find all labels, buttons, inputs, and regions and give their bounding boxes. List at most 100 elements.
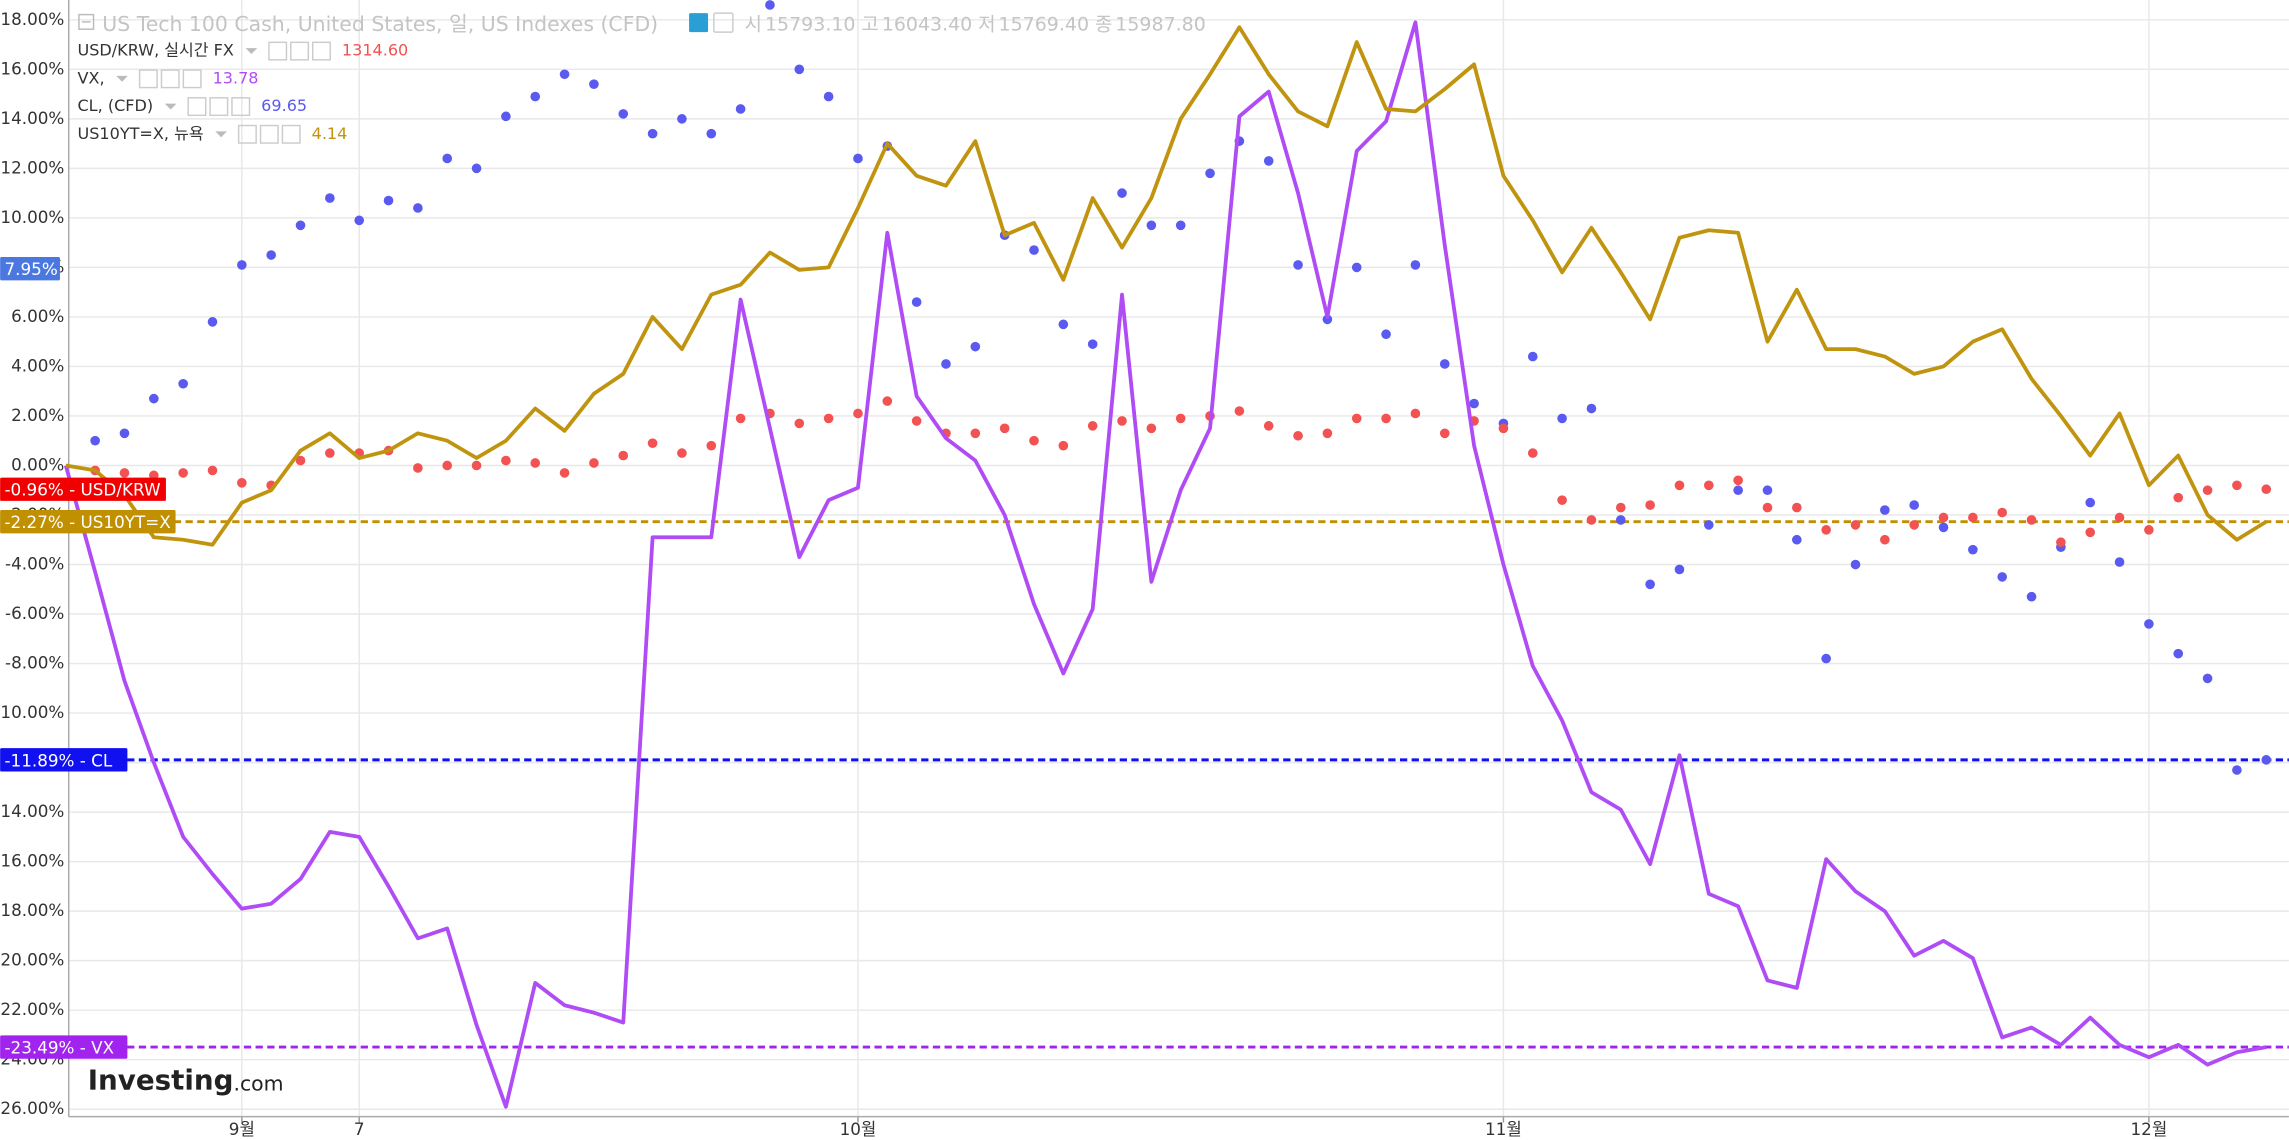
series-dot bbox=[589, 79, 599, 89]
series-dot bbox=[530, 91, 541, 102]
legend-label[interactable]: VX, bbox=[77, 68, 104, 87]
series-dot bbox=[1322, 428, 1333, 439]
series-dot bbox=[1880, 534, 1890, 545]
legend-button[interactable] bbox=[290, 41, 310, 61]
series-dot bbox=[706, 128, 717, 139]
series-dot bbox=[237, 260, 247, 270]
series-dot bbox=[1175, 220, 1186, 231]
series-line bbox=[65, 25, 2268, 547]
series-dot bbox=[911, 416, 922, 426]
legend-arrow bbox=[164, 103, 177, 110]
series-dot bbox=[1234, 406, 1245, 416]
series-dot bbox=[1762, 485, 1773, 496]
series-dot bbox=[1498, 423, 1509, 434]
series-dot bbox=[2114, 557, 2125, 567]
y-tick-label: -22.00% bbox=[0, 999, 64, 1019]
series-dot bbox=[325, 448, 335, 458]
series-dot bbox=[1263, 421, 1274, 431]
series-dot bbox=[1351, 262, 1362, 273]
legend-label[interactable]: USD/KRW, 실시간 FX bbox=[77, 41, 233, 60]
legend-value: 4.14 bbox=[312, 124, 348, 143]
legend-value: 69.65 bbox=[261, 96, 307, 115]
settings-icon[interactable] bbox=[713, 12, 734, 33]
legend-button[interactable] bbox=[259, 124, 279, 144]
series-dot bbox=[178, 378, 188, 389]
series-dot bbox=[1439, 428, 1450, 439]
series-dot bbox=[618, 109, 629, 119]
series-dot bbox=[2261, 755, 2272, 765]
legend-value: 1314.60 bbox=[342, 41, 408, 60]
series-dot bbox=[1909, 500, 1919, 510]
chart-title: US Tech 100 Cash, United States, 일, US I… bbox=[102, 12, 658, 36]
legend-button[interactable] bbox=[209, 97, 229, 117]
series-dot bbox=[970, 341, 981, 352]
axis-badge bbox=[0, 748, 128, 772]
legend-label[interactable]: CL, (CFD) bbox=[77, 96, 153, 115]
legend-button[interactable] bbox=[281, 124, 301, 144]
axis-badge-label: -11.89% - CL bbox=[5, 750, 113, 770]
series-dot bbox=[647, 438, 658, 449]
x-tick-label: 12월 bbox=[2131, 1119, 2168, 1139]
series-dot bbox=[1880, 505, 1890, 515]
series-dot bbox=[559, 69, 570, 80]
series-dot bbox=[1645, 579, 1655, 590]
legend-label[interactable]: US10YT=X, 뉴욕 bbox=[77, 124, 203, 143]
series-dot bbox=[1792, 502, 1802, 513]
series-dot bbox=[647, 128, 658, 139]
watermark: Investing bbox=[88, 1064, 234, 1097]
collapse-icon bbox=[78, 13, 95, 30]
y-tick-label: -16.00% bbox=[0, 851, 64, 871]
y-tick-label: 2.00% bbox=[11, 405, 64, 425]
series-dot bbox=[1997, 507, 2008, 518]
legend-button[interactable] bbox=[182, 69, 202, 89]
series-dot bbox=[1557, 495, 1567, 505]
series-dot bbox=[295, 220, 306, 231]
legend-button[interactable] bbox=[311, 41, 331, 61]
series-dot bbox=[501, 455, 511, 466]
series-dot bbox=[471, 460, 482, 471]
y-tick-label: 14.00% bbox=[0, 108, 64, 128]
series-dot bbox=[207, 317, 218, 327]
series-dot bbox=[1058, 440, 1069, 451]
series-dot bbox=[2056, 537, 2066, 548]
y-tick-label: -4.00% bbox=[5, 554, 64, 574]
series-dot bbox=[1058, 319, 1069, 330]
axis-badge bbox=[0, 1035, 128, 1059]
legend-button[interactable] bbox=[231, 97, 251, 117]
series-dot bbox=[1821, 525, 1831, 535]
series-dot bbox=[1146, 220, 1157, 231]
series-dot bbox=[1733, 475, 1743, 486]
watermark: .com bbox=[233, 1072, 283, 1096]
series-dot bbox=[2085, 527, 2096, 538]
series-dot bbox=[1410, 260, 1421, 270]
y-tick-label: -14.00% bbox=[0, 801, 64, 821]
legend-button[interactable] bbox=[160, 69, 180, 89]
legend-arrow bbox=[215, 131, 227, 138]
legend-button[interactable] bbox=[237, 124, 257, 144]
series-dot bbox=[1821, 653, 1831, 664]
ohlc-value: 15769.40 bbox=[999, 13, 1090, 35]
series-dot bbox=[1293, 430, 1303, 441]
ohlc-value: 15793.10 bbox=[765, 13, 856, 35]
series-dot bbox=[735, 413, 746, 424]
series-dot bbox=[559, 468, 570, 478]
y-tick-label: 12.00% bbox=[0, 157, 64, 177]
series-dot bbox=[1117, 416, 1127, 426]
series-dot bbox=[178, 468, 188, 478]
series-dot bbox=[823, 413, 834, 424]
x-tick-label: 9월 bbox=[229, 1119, 255, 1139]
series-dot bbox=[1674, 480, 1685, 491]
series-dot bbox=[2085, 497, 2096, 508]
series-dot bbox=[2114, 512, 2125, 523]
series-dot bbox=[735, 104, 746, 114]
settings-icon[interactable] bbox=[689, 13, 709, 33]
ohlc-value: 16043.40 bbox=[882, 13, 973, 35]
legend-button[interactable] bbox=[187, 97, 207, 117]
legend-button[interactable] bbox=[268, 41, 288, 61]
series-dot bbox=[1703, 480, 1714, 491]
y-tick-label: 6.00% bbox=[11, 306, 64, 326]
y-tick-label: -20.00% bbox=[0, 950, 64, 970]
legend-button[interactable] bbox=[138, 69, 158, 89]
